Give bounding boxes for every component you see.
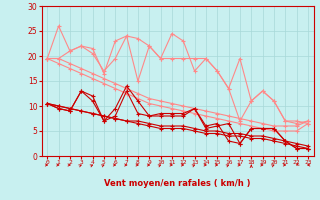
X-axis label: Vent moyen/en rafales ( km/h ): Vent moyen/en rafales ( km/h ) bbox=[104, 179, 251, 188]
